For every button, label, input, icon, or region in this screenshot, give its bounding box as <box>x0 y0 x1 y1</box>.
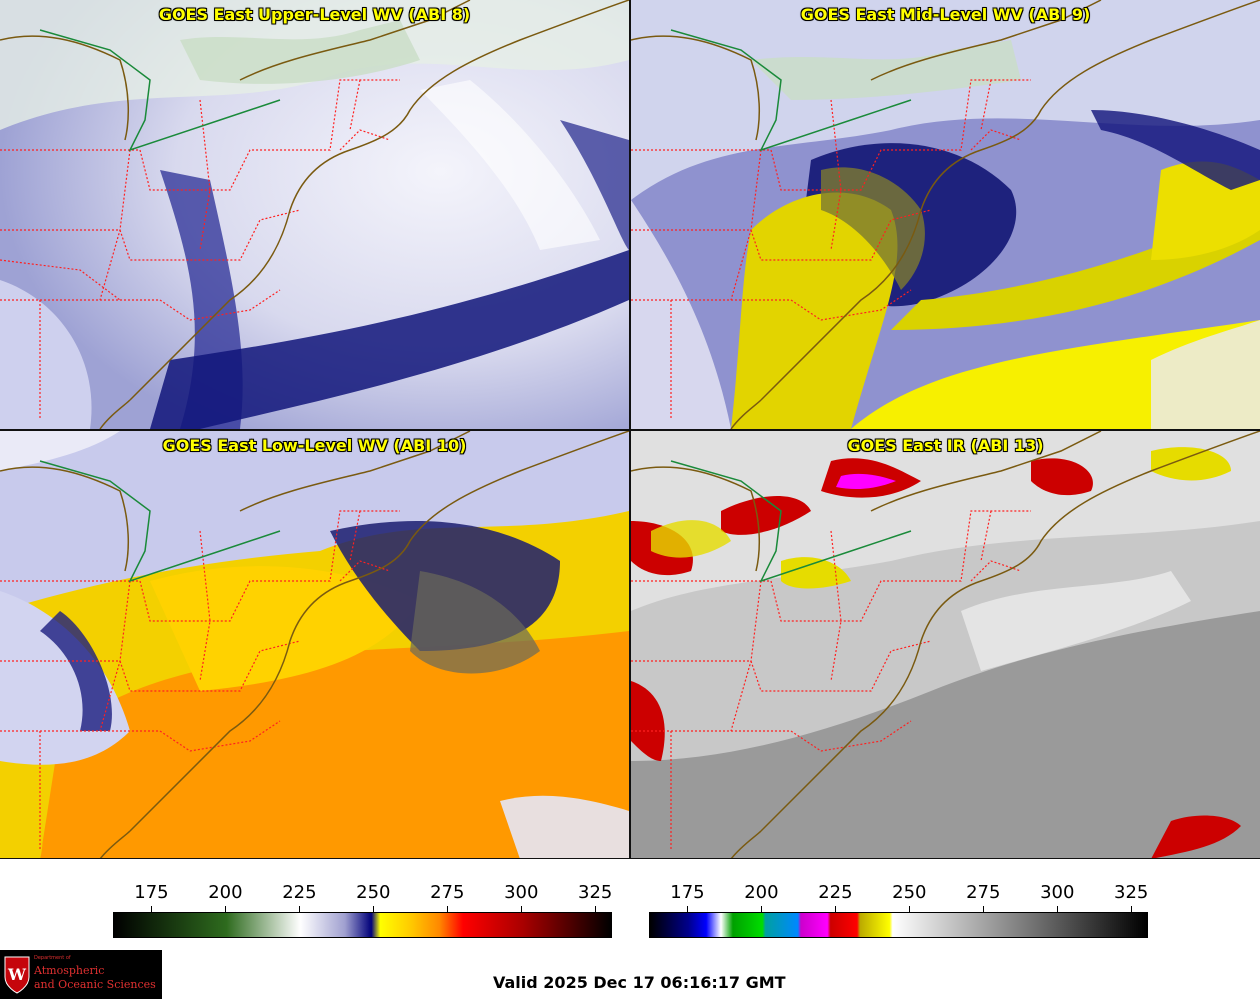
wv-colorbar <box>113 912 612 938</box>
wv-tick-mark <box>151 906 153 912</box>
wv-tick-label: 175 <box>134 882 169 903</box>
ir-tick-mark <box>983 906 985 912</box>
aos-logo: W Department of Atmospheric and Oceanic … <box>0 950 162 999</box>
wv-tick-mark <box>299 906 301 912</box>
ir-panel: GOES East IR (ABI 13) <box>631 431 1260 859</box>
ir-tick-mark <box>687 906 689 912</box>
canada-us-border <box>39 29 281 152</box>
ir-tick-mark <box>761 906 763 912</box>
low-level-wv-title: GOES East Low-Level WV (ABI 10) <box>162 436 467 455</box>
wv-tick-label: 250 <box>356 882 391 903</box>
panel-divider-horizontal <box>0 429 1260 431</box>
wv-tick-mark <box>225 906 227 912</box>
uw-crest-icon: W <box>4 956 30 994</box>
ir-tick-mark <box>835 906 837 912</box>
ir-tick-label: 175 <box>670 882 705 903</box>
canada-us-border <box>670 460 912 583</box>
ir-tick-label: 225 <box>818 882 853 903</box>
wv-tick-label: 325 <box>578 882 613 903</box>
upper-level-wv-panel: GOES East Upper-Level WV (ABI 8) <box>0 0 629 429</box>
canada-us-border <box>670 29 912 152</box>
mid-level-wv-panel: GOES East Mid-Level WV (ABI 9) <box>631 0 1260 429</box>
logo-line-3: and Oceanic Sciences <box>34 978 156 991</box>
crest-letter: W <box>7 965 27 984</box>
upper-level-wv-image <box>0 0 629 429</box>
ir-tick-mark <box>1131 906 1133 912</box>
state-borders <box>0 510 400 851</box>
state-borders <box>631 79 1031 420</box>
mid-level-wv-title: GOES East Mid-Level WV (ABI 9) <box>800 5 1091 24</box>
wv-tick-mark <box>521 906 523 912</box>
coastlines <box>0 431 629 859</box>
ir-colorbar <box>649 912 1148 938</box>
logo-line-1: Department of <box>34 955 71 961</box>
ir-tick-label: 300 <box>1040 882 1075 903</box>
ir-tick-label: 325 <box>1114 882 1149 903</box>
valid-time-label: Valid 2025 Dec 17 06:16:17 GMT <box>493 973 786 992</box>
wv-tick-label: 200 <box>208 882 243 903</box>
wv-tick-mark <box>447 906 449 912</box>
wv-tick-mark <box>373 906 375 912</box>
wv-tick-mark <box>595 906 597 912</box>
logo-line-2: Atmospheric <box>34 964 105 977</box>
canada-us-border <box>39 460 281 583</box>
ir-tick-label: 275 <box>966 882 1001 903</box>
low-level-wv-panel: GOES East Low-Level WV (ABI 10) <box>0 431 629 859</box>
ir-title: GOES East IR (ABI 13) <box>847 436 1044 455</box>
state-borders <box>0 79 400 420</box>
wv-tick-label: 225 <box>282 882 317 903</box>
panel-bottom-border <box>0 858 1260 859</box>
coastlines <box>631 431 1260 859</box>
mid-level-wv-image <box>631 0 1260 429</box>
state-borders <box>631 510 1031 851</box>
ir-image <box>631 431 1260 859</box>
upper-level-wv-title: GOES East Upper-Level WV (ABI 8) <box>158 5 471 24</box>
coastlines <box>0 0 629 429</box>
wv-tick-label: 300 <box>504 882 539 903</box>
low-level-wv-image <box>0 431 629 859</box>
ir-tick-label: 250 <box>892 882 927 903</box>
coastlines <box>631 0 1260 429</box>
ir-tick-mark <box>1057 906 1059 912</box>
ir-tick-label: 200 <box>744 882 779 903</box>
ir-tick-mark <box>909 906 911 912</box>
wv-tick-label: 275 <box>430 882 465 903</box>
